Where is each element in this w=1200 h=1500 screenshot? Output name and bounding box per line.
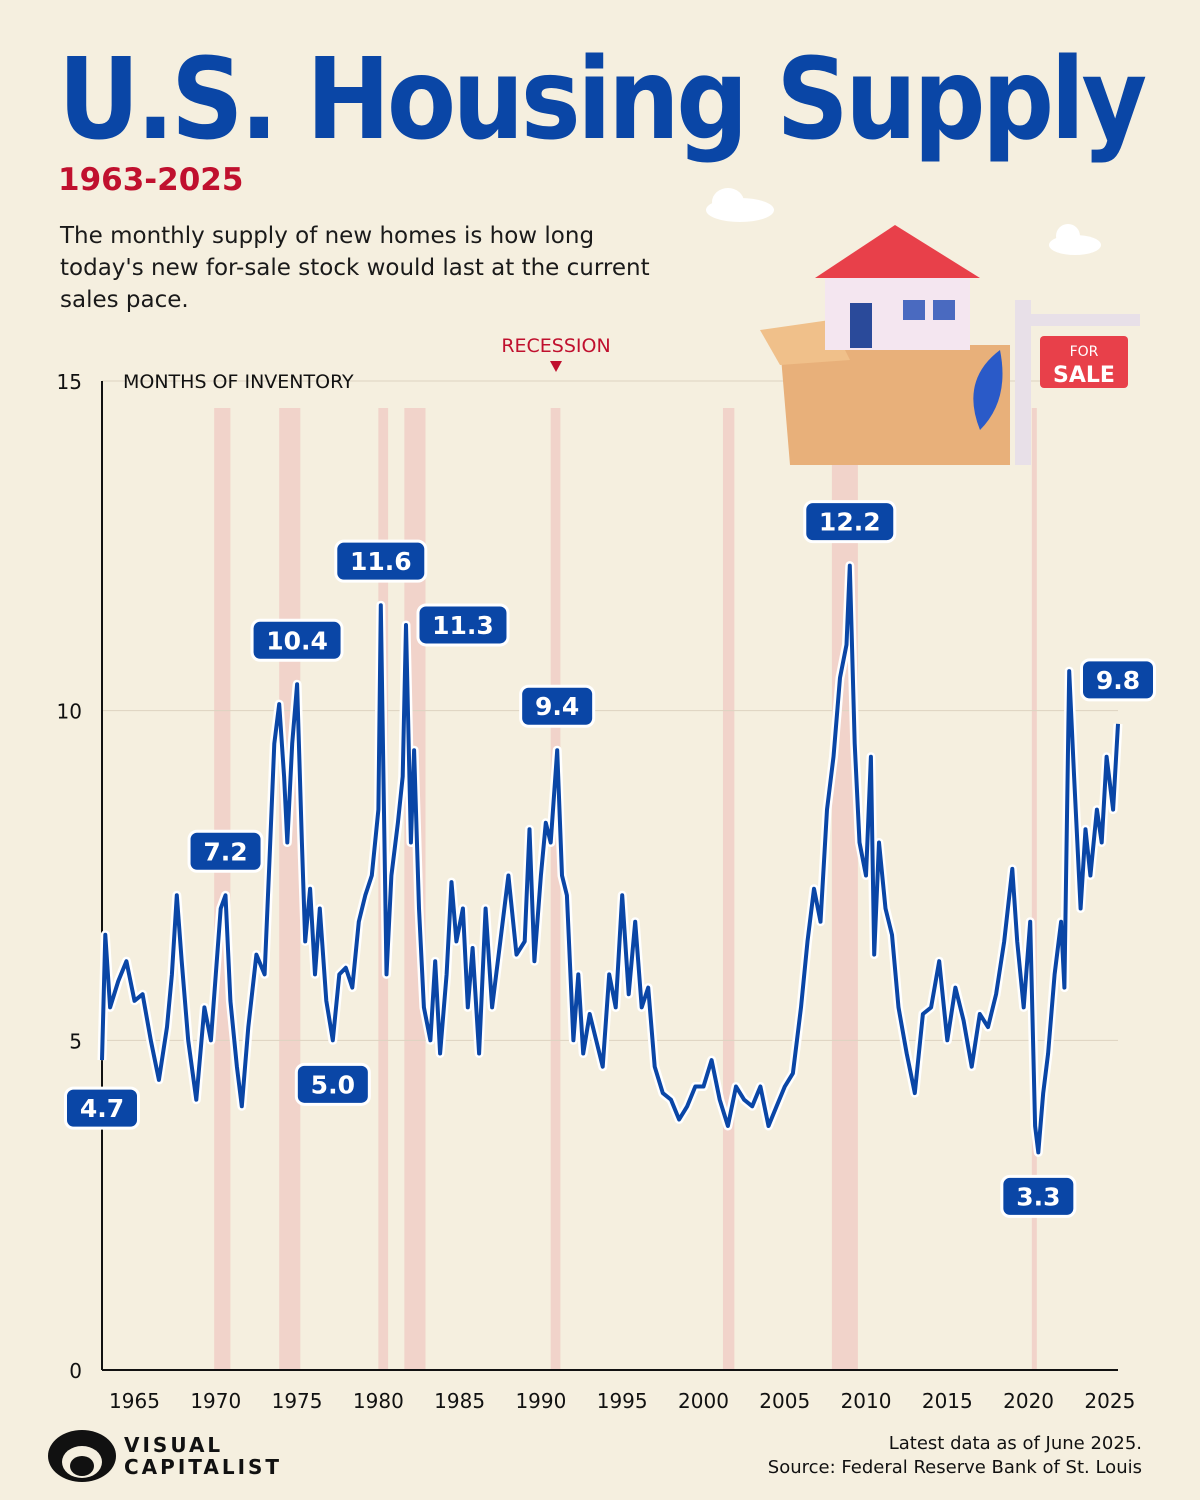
recession-label: RECESSION: [501, 335, 610, 357]
annotation-label: 12.2: [819, 508, 881, 537]
x-tick-label: 1975: [272, 1389, 323, 1413]
annotation-badge: [519, 684, 596, 728]
recession-band: [1031, 408, 1037, 1370]
annotation-label: 9.8: [1096, 666, 1140, 695]
page-subtitle: 1963-2025: [58, 162, 244, 198]
annotation-badge: [334, 539, 428, 583]
x-tick-label: 2005: [759, 1389, 810, 1413]
cloud-icon: [706, 188, 1101, 255]
logo-line1: VISUAL: [124, 1433, 224, 1457]
annotation-badge: [64, 1086, 140, 1130]
annotation-label: 5.0: [311, 1070, 355, 1099]
x-tick-label: 1980: [353, 1389, 404, 1413]
y-axis-label: MONTHS OF INVENTORY: [123, 371, 354, 393]
logo-line2: CAPITALIST: [124, 1455, 283, 1479]
recession-band: [214, 408, 231, 1370]
source-note: Source: Federal Reserve Bank of St. Loui…: [767, 1457, 1142, 1478]
annotation-label: 11.6: [350, 547, 412, 576]
annotation-badge: [1000, 1174, 1077, 1218]
series-line: [100, 563, 1120, 1155]
logo-icon: [48, 1430, 116, 1482]
recession-band: [722, 408, 735, 1370]
annotation-label: 3.3: [1016, 1182, 1060, 1211]
recession-arrow-icon: [550, 361, 562, 372]
x-tick-label: 2015: [922, 1389, 973, 1413]
sign-bottom: SALE: [1053, 363, 1115, 388]
x-tick-label: 2020: [1003, 1389, 1054, 1413]
x-tick-label: 1970: [190, 1389, 241, 1413]
y-tick-label: 15: [57, 370, 82, 394]
x-tick-label: 2025: [1084, 1389, 1135, 1413]
annotation-label: 7.2: [203, 837, 247, 866]
x-tick-label: 1985: [434, 1389, 485, 1413]
x-tick-label: 1965: [109, 1389, 160, 1413]
roof-icon: [815, 225, 980, 278]
x-tick-label: 2010: [841, 1389, 892, 1413]
annotation-label: 10.4: [266, 626, 328, 655]
box-icon: [780, 345, 1010, 465]
y-tick-label: 0: [69, 1359, 82, 1383]
x-tick-label: 1995: [597, 1389, 648, 1413]
for-sale-sign: [1040, 336, 1128, 388]
annotation-label: 4.7: [80, 1094, 124, 1123]
description: The monthly supply of new homes is how l…: [60, 223, 650, 313]
page-title: U.S. Housing Supply: [58, 35, 1147, 165]
visual-capitalist-logo: VISUAL CAPITALIST: [46, 1428, 282, 1484]
y-tick-label: 5: [69, 1029, 82, 1053]
annotation-badge: [187, 829, 264, 873]
latest-data-note: Latest data as of June 2025.: [888, 1433, 1142, 1454]
annotation-badge: [1080, 658, 1156, 702]
annotation-badge: [803, 500, 897, 544]
sign-top: FOR: [1070, 344, 1099, 360]
y-tick-label: 10: [57, 700, 82, 724]
annotation-badge: [250, 618, 344, 662]
annotation-label: 11.3: [432, 611, 494, 640]
annotation-badge: [416, 603, 510, 647]
recession-band: [550, 408, 561, 1370]
annotation-badge: [294, 1062, 371, 1106]
x-tick-label: 1990: [515, 1389, 566, 1413]
footer-note: Latest data as of June 2025. Source: Fed…: [768, 1432, 1142, 1480]
annotation-label: 9.4: [535, 692, 579, 721]
x-tick-label: 2000: [678, 1389, 729, 1413]
